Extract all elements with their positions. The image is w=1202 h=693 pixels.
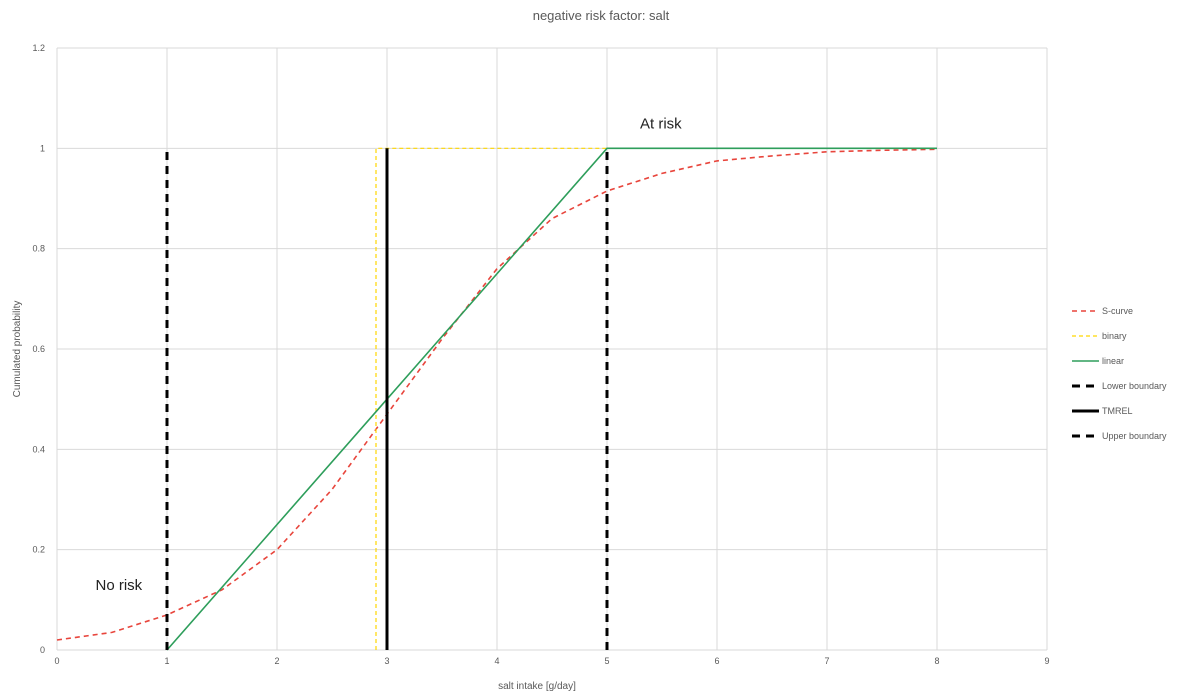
y-tick-label: 0.8 [32,244,45,254]
x-tick-label: 8 [934,656,939,666]
legend-label: binary [1102,331,1127,341]
legend-label: TMREL [1102,406,1133,416]
y-tick-label: 0 [40,645,45,655]
x-tick-label: 6 [714,656,719,666]
y-tick-label: 0.4 [32,444,45,454]
legend-label: Upper boundary [1102,431,1167,441]
legend-label: Lower boundary [1102,381,1167,391]
chart-title: negative risk factor: salt [533,8,670,23]
x-tick-label: 2 [274,656,279,666]
annotation-label: At risk [640,115,682,132]
y-axis-title: Cumulated probability [12,301,23,398]
annotations: At risk No risk [96,115,683,594]
x-tick-label: 1 [164,656,169,666]
x-tick-label: 7 [824,656,829,666]
x-tick-label: 5 [604,656,609,666]
series-binary [375,147,607,650]
x-axis-title: salt intake [g/day] [498,681,576,692]
y-tick-labels: 0 0.2 0.4 0.6 0.8 1 1.2 [32,43,45,655]
legend-label: S-curve [1102,306,1133,316]
y-tick-label: 0.6 [32,344,45,354]
y-tick-label: 1.2 [32,43,45,53]
plot-series [56,147,938,651]
y-tick-label: 0.2 [32,545,45,555]
x-tick-label: 9 [1044,656,1049,666]
x-tick-labels: 0 1 2 3 4 5 6 7 8 9 [54,656,1049,666]
annotation-label: No risk [96,577,143,594]
series-s-curve [56,148,938,641]
legend-label: linear [1102,356,1124,366]
x-tick-label: 0 [54,656,59,666]
x-tick-label: 4 [494,656,499,666]
series-linear [166,147,937,651]
x-tick-label: 3 [384,656,389,666]
y-tick-label: 1 [40,143,45,153]
legend: S-curve binary linear Lower boundary TMREL Up… [1072,306,1167,441]
